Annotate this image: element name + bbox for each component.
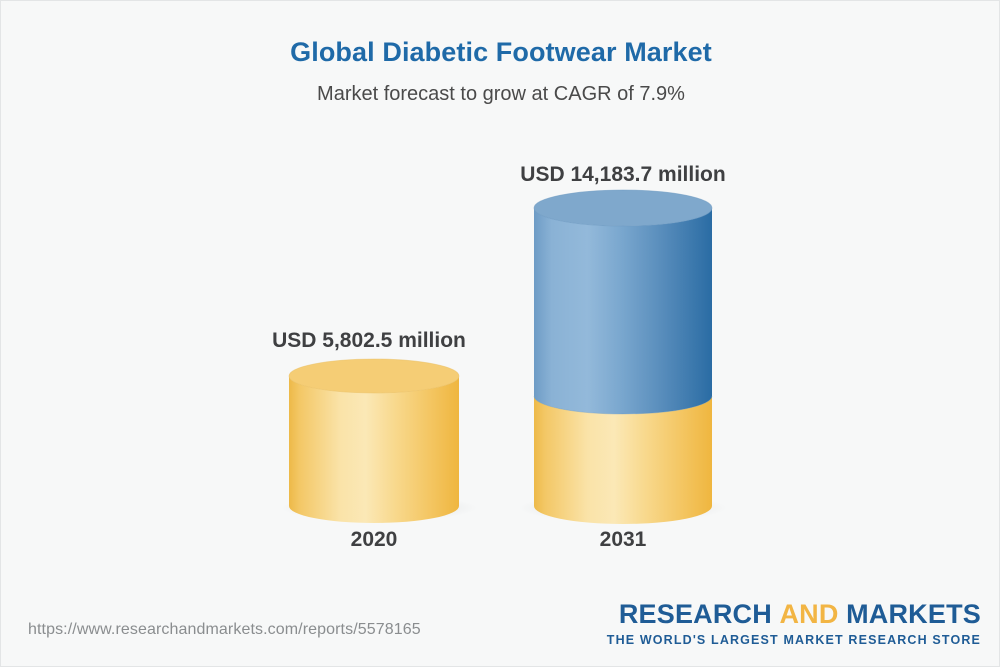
- bar-2020-top-cap: [289, 359, 459, 393]
- research-and-markets-logo[interactable]: RESEARCH AND MARKETS THE WORLD'S LARGEST…: [607, 601, 981, 647]
- logo-word-research: RESEARCH: [618, 599, 772, 629]
- logo-wordmark: RESEARCH AND MARKETS: [607, 601, 981, 628]
- value-label-2020: USD 5,802.5 million: [272, 329, 466, 352]
- category-label-2031: 2031: [599, 528, 647, 551]
- bar-2031-segment-divider: [533, 395, 713, 415]
- value-label-2031: USD 14,183.7 million: [520, 163, 726, 186]
- logo-word-markets: MARKETS: [846, 599, 981, 629]
- bar-2020-body: [289, 376, 459, 523]
- cylinder-bars-svg: [281, 189, 727, 524]
- bar-2020-cap-rim: [288, 358, 460, 394]
- bar-2031-cap-rim: [533, 189, 713, 227]
- bar-2031-top-cap: [534, 190, 712, 226]
- bar-2031-blue-segment: [534, 208, 712, 414]
- bar-2031: [533, 189, 713, 524]
- bar-2031-gold-segment: [534, 396, 712, 524]
- bar-2020: [288, 358, 460, 523]
- logo-space-2: [839, 599, 847, 629]
- header: Global Diabetic Footwear Market Market f…: [1, 35, 999, 107]
- logo-word-and: AND: [779, 599, 839, 629]
- page-title: Global Diabetic Footwear Market: [290, 37, 712, 67]
- category-label-2020: 2020: [350, 528, 398, 551]
- chart-subtitle: Market forecast to grow at CAGR of 7.9%: [317, 83, 685, 105]
- logo-tagline: THE WORLD'S LARGEST MARKET RESEARCH STOR…: [606, 633, 981, 647]
- source-url[interactable]: https://www.researchandmarkets.com/repor…: [28, 621, 421, 638]
- chart-plot-area: USD 5,802.5 million USD 14,183.7 million…: [1, 151, 999, 571]
